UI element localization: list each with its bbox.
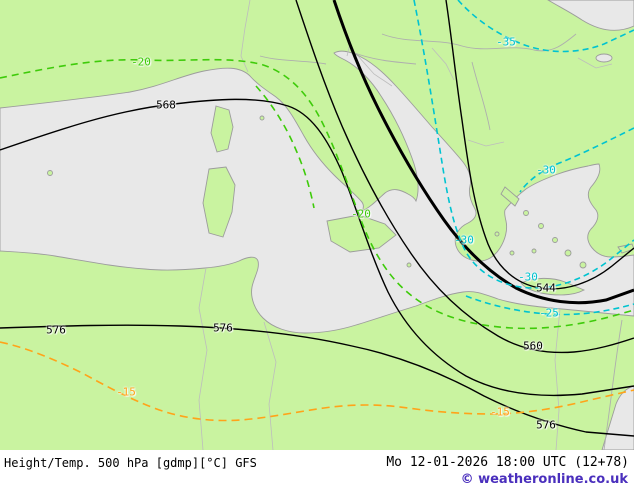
aegean-island [494,231,500,237]
isotherm-minus15 [0,341,634,422]
aegean-island [564,249,572,257]
island-rhodes [579,261,587,269]
black-sea [547,0,634,31]
river-nile [603,319,623,450]
river-danube [381,33,577,52]
isotherm-minus20-branch [255,85,315,209]
border-line [240,0,251,73]
island-euboea [500,186,520,207]
aegean-island [531,248,537,254]
islands [47,105,634,296]
border-line [263,321,277,450]
border-line [357,55,393,87]
island-elba [259,115,265,121]
border-line [577,57,613,69]
height-contours [0,0,634,437]
isotherm-minus30-east [519,127,634,193]
map-area: 568 576 576 544 560 576 -20 -20 -35 -30 -30 -30 -25-… [0,0,634,450]
country-borders [198,0,613,450]
island-corsica [210,105,234,153]
island-malta [406,262,412,268]
river-po [259,55,327,65]
island-crete [520,277,586,296]
aegean-island [538,223,544,229]
river-vardar [471,61,491,131]
height-contour-544 [445,0,634,290]
border-line [554,308,561,450]
isotherm-minus30-west [413,0,634,289]
height-contour-568 [0,98,634,397]
border-line [198,267,208,450]
sea-of-marmara [595,53,613,63]
height-contour-552-thick [332,0,634,305]
isotherm-minus35 [457,0,634,53]
isotherm-minus20 [0,58,634,330]
island-sardinia [202,166,236,238]
mediterranean-sea [0,50,634,334]
footer: Height/Temp. 500 hPa [gdmp][°C] GFS Mo 1… [0,450,634,490]
valid-time-label: Mo 12-01-2026 18:00 UTC (12+78) [386,455,629,470]
height-contour-576-south [0,324,634,437]
height-contour-560 [295,0,634,354]
border-line [467,139,505,147]
aegean-island [552,237,558,243]
copyright-label: © weatheronline.co.uk [460,472,628,487]
river-sava [351,51,417,65]
isotherms [0,0,634,422]
isotherm-minus25 [465,295,634,316]
border-line [431,47,455,81]
rivers [259,33,623,450]
aegean-island [523,210,529,216]
weather-map-svg [0,0,634,450]
chart-title: Height/Temp. 500 hPa [gdmp][°C] GFS [4,456,257,470]
island-sicily [326,214,397,253]
aegean-island [509,250,515,256]
island-menorca [47,170,53,176]
